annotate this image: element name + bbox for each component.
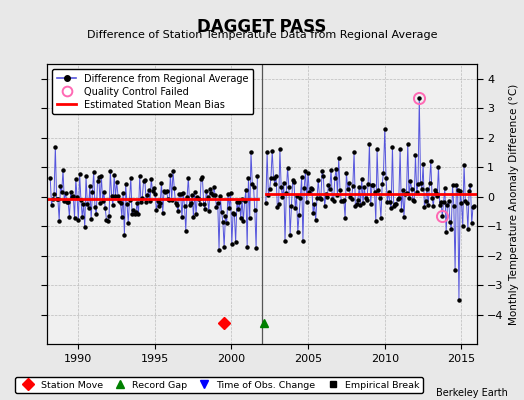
Legend: Station Move, Record Gap, Time of Obs. Change, Empirical Break: Station Move, Record Gap, Time of Obs. C… (15, 377, 423, 393)
Text: DAGGET PASS: DAGGET PASS (198, 18, 326, 36)
Text: Difference of Station Temperature Data from Regional Average: Difference of Station Temperature Data f… (87, 30, 437, 40)
Y-axis label: Monthly Temperature Anomaly Difference (°C): Monthly Temperature Anomaly Difference (… (509, 83, 519, 325)
Legend: Difference from Regional Average, Quality Control Failed, Estimated Station Mean: Difference from Regional Average, Qualit… (52, 69, 254, 114)
Text: Berkeley Earth: Berkeley Earth (436, 388, 508, 398)
